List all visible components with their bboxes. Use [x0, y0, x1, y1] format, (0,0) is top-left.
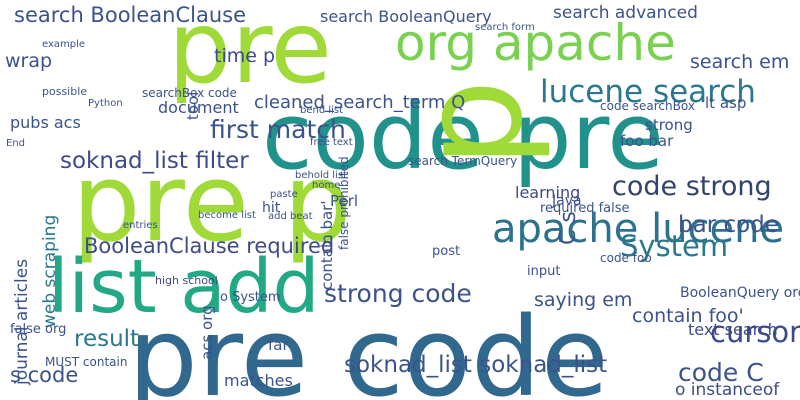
- word: System: [620, 229, 728, 263]
- word: BooleanClause required: [84, 234, 334, 258]
- word: code C: [678, 358, 764, 387]
- word: false org: [10, 322, 66, 337]
- word: cleaned_search_term Q: [254, 92, 465, 113]
- word: lucene search: [540, 74, 756, 110]
- word: tool: [184, 92, 202, 120]
- word: code searchBox: [600, 99, 695, 113]
- word: document: [158, 98, 239, 117]
- word: code strong: [612, 171, 772, 202]
- word: soknad_list filter: [60, 148, 249, 174]
- word: cursor: [710, 315, 800, 349]
- word: searchBox code: [142, 86, 237, 100]
- word: become list: [198, 210, 256, 221]
- word: code foo: [600, 251, 652, 265]
- word: search advanced: [553, 3, 698, 23]
- word: post: [432, 244, 460, 259]
- word: home: [312, 180, 340, 191]
- word: far: [268, 336, 289, 354]
- word: first match: [210, 115, 346, 144]
- word: paste: [270, 189, 298, 200]
- word: bend list: [300, 105, 343, 116]
- word: p: [391, 79, 554, 168]
- word: search TermQuery: [408, 154, 517, 168]
- word: pre: [168, 0, 332, 106]
- word: BooleanQuery org: [680, 285, 800, 301]
- word: wrap: [5, 50, 52, 72]
- word: org apache: [395, 14, 676, 72]
- word: hit: [262, 200, 281, 216]
- word: lt asp: [705, 94, 746, 112]
- word: Perl: [330, 192, 358, 210]
- word: search form: [475, 22, 535, 33]
- word: MUST contain: [45, 355, 127, 369]
- word: foo bar: [620, 132, 674, 150]
- word: pre p: [72, 141, 352, 266]
- word: search BooleanClause: [14, 3, 246, 27]
- word: text search: [688, 320, 778, 339]
- word: search BooleanQuery: [320, 7, 492, 26]
- word: input: [527, 264, 560, 279]
- word: code pre: [262, 83, 664, 190]
- word: contain foo': [632, 305, 744, 327]
- word: bar code: [678, 212, 779, 238]
- word: pre code: [128, 293, 609, 400]
- word: list add: [48, 244, 320, 330]
- word: Python: [88, 98, 123, 109]
- word: result: [74, 326, 139, 352]
- word: acs org: [198, 305, 216, 360]
- word: example: [42, 39, 85, 50]
- word: C s: [556, 211, 581, 245]
- word: search em: [690, 51, 789, 73]
- word: entries: [123, 220, 158, 231]
- word: required false: [540, 201, 630, 216]
- word: Java: [551, 193, 582, 209]
- word: contain bar': [318, 201, 336, 290]
- word: strong code: [324, 279, 472, 308]
- word: time p: [214, 45, 275, 67]
- word: free text: [310, 137, 353, 148]
- word: matches: [224, 371, 293, 390]
- word: possible: [42, 85, 87, 98]
- word: s code: [10, 363, 78, 387]
- word: add beat: [268, 211, 313, 222]
- word: End: [6, 138, 25, 149]
- word: soknad_list soknad_list: [344, 352, 607, 378]
- word: high school: [155, 274, 218, 287]
- word: learning: [515, 183, 580, 202]
- word: strong: [645, 116, 693, 134]
- word: apache lucene: [492, 206, 784, 252]
- word: pubs acs: [10, 113, 81, 132]
- word: behold list: [295, 170, 347, 181]
- word: web scraping: [40, 215, 60, 328]
- word: o instanceof: [675, 380, 780, 400]
- word: false prohibited: [337, 156, 351, 250]
- word: o System: [220, 290, 281, 305]
- word: saying em: [534, 289, 632, 311]
- word: journal articles: [12, 259, 32, 386]
